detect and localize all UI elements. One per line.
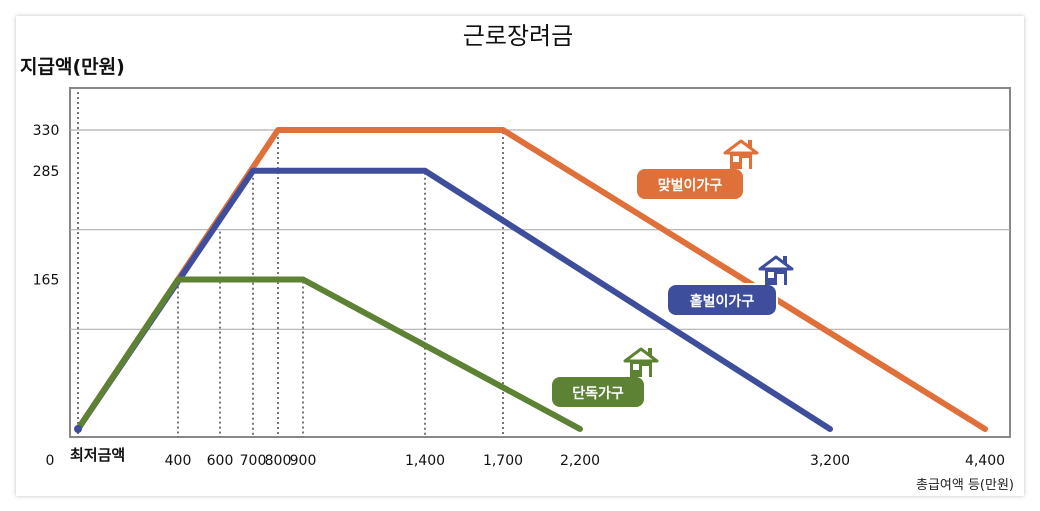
house-icon [758, 255, 794, 285]
y-tick-label: 165 [33, 273, 60, 289]
legend-box [635, 167, 745, 201]
house-window [633, 364, 639, 370]
x-tick-label: 400 [165, 453, 192, 469]
x-tick-label: 800 [265, 453, 292, 469]
x-tick-label: 4,400 [965, 453, 1005, 469]
chart-title: 근로장려금 [463, 22, 573, 50]
y-tick-label: 285 [33, 164, 60, 180]
house-door [642, 366, 649, 377]
x-origin-label: 최저금액 [70, 446, 125, 464]
house-icon [623, 347, 659, 377]
x-tick-label: 600 [207, 453, 234, 469]
plot-area [69, 87, 1011, 438]
series-lines [74, 127, 988, 433]
grid-lines [70, 129, 1010, 330]
house-window [768, 272, 774, 278]
x-tick-label: 1,400 [405, 453, 445, 469]
y-axis-label: 지급액(만원) [20, 56, 125, 78]
legend-label: 단독가구 [572, 385, 624, 402]
y-tick-label: 330 [33, 123, 60, 139]
y-tick-labels: 165 285 330 [33, 123, 60, 289]
x-tick-label: 2,200 [560, 453, 600, 469]
x-tick-label: 1,700 [483, 453, 523, 469]
x-tick-label: 3,200 [810, 453, 850, 469]
legend-box [550, 375, 646, 409]
legend-label: 홑벌이가구 [690, 293, 755, 310]
house-window [733, 156, 739, 162]
house-door [777, 274, 784, 285]
legend-2: 홑벌이가구 [666, 255, 794, 317]
legend-3: 단독가구 [550, 347, 659, 409]
y-origin-label: 0 [46, 453, 55, 469]
house-icon [723, 139, 759, 169]
legend-label: 맞벌이가구 [658, 177, 723, 194]
x-tick-label: 700 [240, 453, 267, 469]
x-tick-label: 900 [290, 453, 317, 469]
origin-marker [74, 425, 82, 433]
series-line-3 [75, 276, 583, 432]
legend-box [666, 283, 778, 317]
house-chimney [748, 140, 752, 148]
house-chimney [648, 348, 652, 356]
house-door [742, 158, 749, 169]
legend-1: 맞벌이가구 [635, 139, 759, 201]
house-chimney [783, 256, 787, 264]
x-axis-label: 총급여액 등(만원) [916, 478, 1014, 493]
guide-lines [77, 92, 504, 437]
